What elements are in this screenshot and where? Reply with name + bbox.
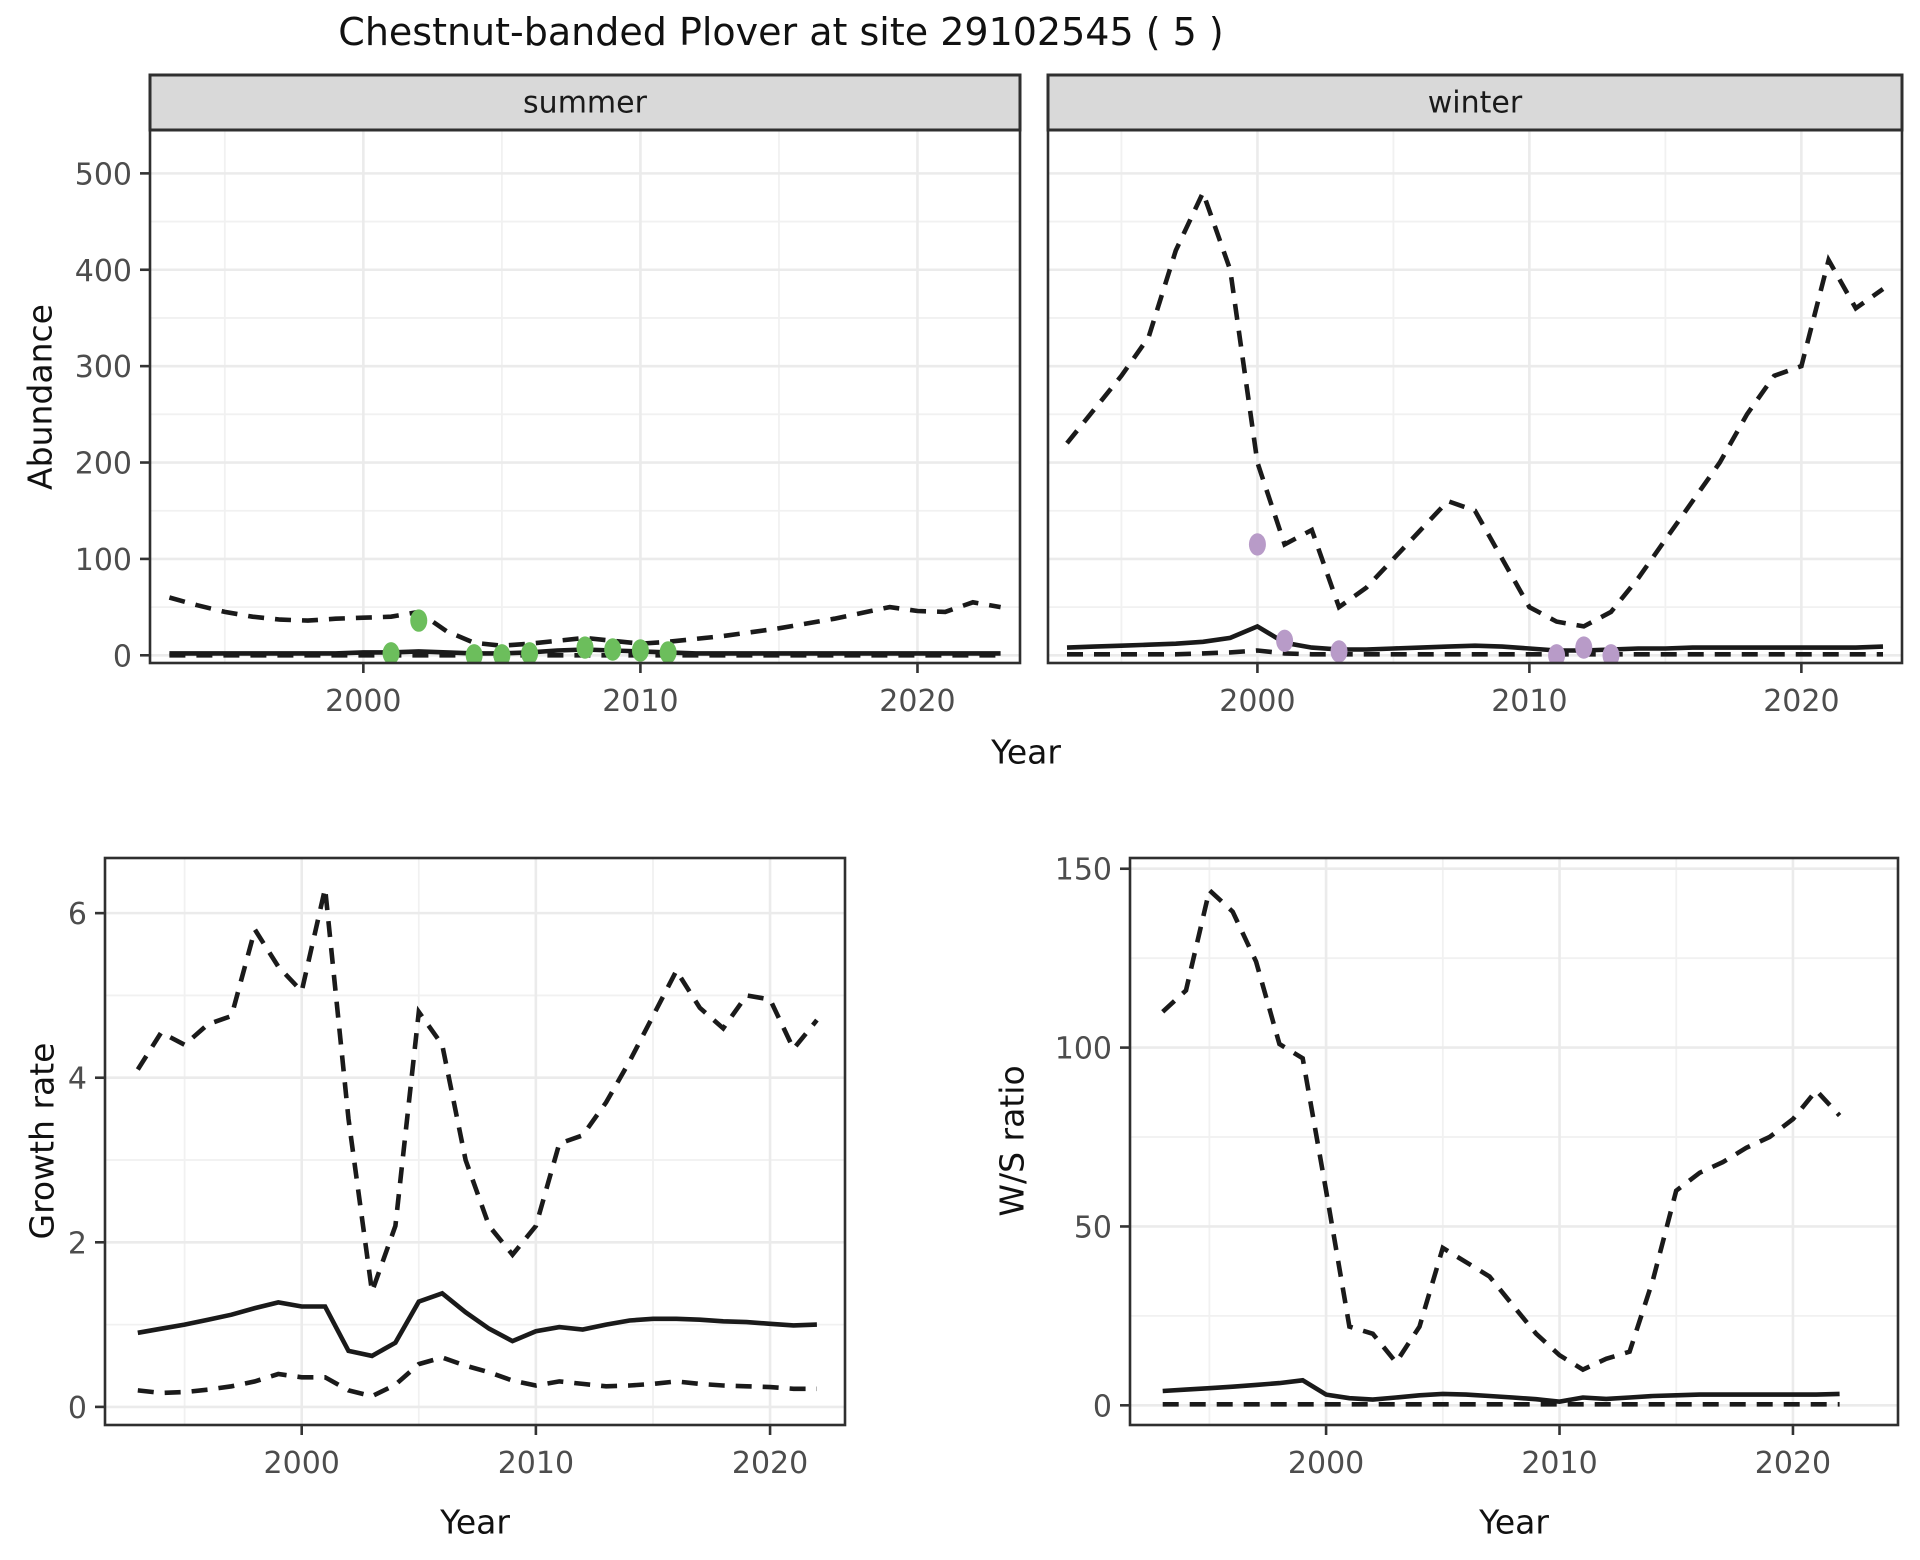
y-tick-label: 0 [113,639,132,674]
panel-border [103,856,847,1427]
observed-summer-point [576,636,594,659]
y-tick-label: 500 [75,157,132,192]
lower-ci-line-abundance-winter [1067,648,1883,657]
panel-background [1048,130,1902,663]
observed-winter-point [1248,533,1266,556]
observed-winter-point [1548,644,1566,663]
observed-winter-point [1276,629,1294,653]
observed-summer-point [465,644,483,663]
upper-ci-line-abundance-summer [168,595,1001,649]
x-tick-label: 2020 [1755,1446,1831,1481]
upper-ci-line-growth-rate [135,887,819,1293]
x-tick-label: 2010 [1491,684,1567,719]
lower-ci-line-growth-rate [137,1355,817,1399]
observed-summer-point [604,638,622,661]
observed-winter-point [1330,640,1348,663]
panel-ws-ratio: 2000 2010 2020 0 50 100 150 [1055,853,1900,1481]
observed-winter-point [1575,636,1593,659]
x-tick-label: 2020 [1763,684,1839,719]
x-tick-label: 2020 [879,684,955,719]
panel-background [150,130,1020,663]
y-tick-label: 6 [68,897,87,932]
panel-border [1128,856,1900,1427]
observed-summer-point [493,644,511,663]
y-tick-label: 50 [1074,1210,1112,1245]
y-tick-label: 0 [1093,1389,1112,1424]
y-tick-label: 300 [75,350,132,385]
observed-summer-point [631,639,649,662]
y-tick-label: 400 [75,254,132,289]
y-tick-label: 0 [68,1391,87,1426]
panel-border [148,128,1022,665]
data-marks [1161,885,1842,1407]
observed-summer-point [410,609,428,632]
observed-summer-point [521,642,539,663]
observed-summer-point [382,642,400,663]
panel-background [1130,858,1898,1425]
x-tick-label: 2000 [1219,684,1295,719]
y-axis-label-abundance: Abundance [20,304,60,490]
x-axis-label-year-growth: Year [440,1502,510,1542]
data-marks [1065,186,1885,663]
panel-border [1046,128,1904,665]
panel-growth-rate: 2000 2010 2020 0 2 4 6 [68,856,847,1481]
facet-strip-winter [1046,73,1904,132]
facet-label-winter: winter [1427,85,1523,121]
y-axis-label-ws-ratio: W/S ratio [992,1065,1032,1217]
x-tick-label: 2000 [325,684,401,719]
panel-abundance-summer: 2000 2010 2020 0 100 200 300 400 500 [75,73,1022,719]
y-axis-label-growth-rate: Growth rate [22,1042,62,1240]
median-line-growth-rate [137,1290,817,1359]
plot-title: Chestnut-banded Plover at site 29102545 … [338,10,1224,54]
x-tick-label: 2000 [264,1446,340,1481]
observed-summer-point [659,641,677,663]
observed-winter-point [1602,644,1620,663]
x-tick-label: 2010 [1521,1446,1597,1481]
y-tick-label: 4 [68,1062,87,1097]
x-axis-label-year-top: Year [991,732,1061,772]
data-marks [135,887,819,1399]
x-tick-label: 2000 [1288,1446,1364,1481]
upper-ci-line-ws-ratio [1161,885,1842,1373]
upper-ci-line-abundance-winter [1065,186,1885,629]
y-tick-label: 2 [68,1226,87,1261]
data-marks [168,595,1001,663]
x-tick-label: 2010 [498,1446,574,1481]
x-tick-label: 2010 [602,684,678,719]
median-line-abundance-winter [1066,623,1884,653]
y-tick-label: 200 [75,447,132,482]
facet-strip-summer [148,73,1022,132]
panel-abundance-winter: 2000 2010 2020 [1046,73,1904,719]
y-tick-label: 100 [75,543,132,578]
y-tick-label: 150 [1055,853,1112,888]
facet-label-summer: summer [523,85,647,121]
x-axis-label-year-ws: Year [1479,1502,1549,1542]
y-tick-label: 100 [1055,1032,1112,1067]
x-tick-label: 2020 [732,1446,808,1481]
panel-background [105,858,845,1425]
median-line-ws-ratio [1162,1377,1840,1405]
